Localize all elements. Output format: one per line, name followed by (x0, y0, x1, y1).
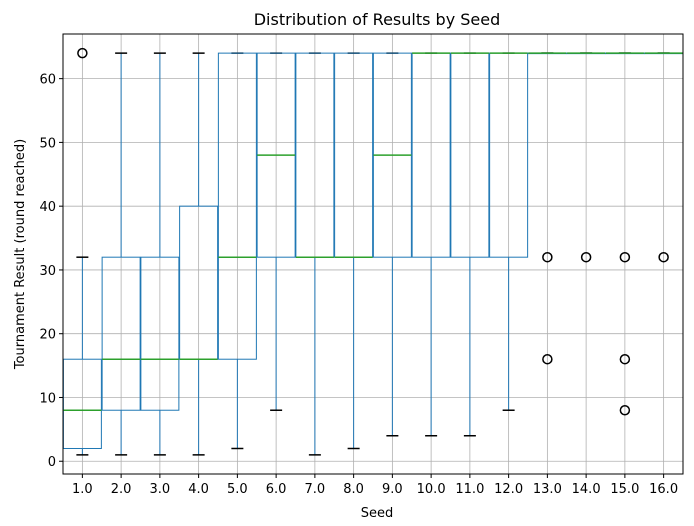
x-tick-label: 9.0 (382, 482, 403, 497)
box-series (62, 47, 684, 456)
box-seed-15.0 (605, 52, 645, 416)
box-seed-14.0 (566, 52, 606, 263)
chart-title: Distribution of Results by Seed (254, 10, 501, 29)
box-seed-11.0 (450, 52, 490, 437)
box-seed-12.0 (489, 52, 529, 411)
y-tick-label: 60 (39, 73, 56, 88)
box-seed-10.0 (411, 52, 451, 437)
box-seed-9.0 (372, 52, 412, 437)
box-seed-6.0 (256, 52, 296, 411)
x-axis-label: Seed (361, 506, 394, 521)
x-tick-label: 1.0 (72, 482, 93, 497)
y-tick-label: 30 (39, 264, 56, 279)
plot-area-frame (62, 33, 684, 475)
box-seed-7.0 (295, 52, 335, 456)
outlier-point (542, 251, 553, 263)
y-tick-label: 0 (48, 455, 56, 470)
x-tick-label: 8.0 (343, 482, 364, 497)
y-tick-label: 40 (39, 200, 56, 215)
box-seed-8.0 (334, 52, 374, 450)
y-tick-label: 50 (39, 136, 56, 151)
x-tick-label: 6.0 (266, 482, 287, 497)
box-seed-3.0 (140, 52, 180, 456)
iqr-box (140, 256, 180, 411)
outlier-point (619, 353, 631, 365)
x-tick-label: 7.0 (305, 482, 326, 497)
iqr-box (217, 52, 257, 360)
x-tick-label: 10.0 (417, 482, 446, 497)
x-tick-label: 13.0 (533, 482, 562, 497)
y-axis: 0 10 20 30 40 50 60 (39, 73, 63, 470)
x-tick-label: 11.0 (455, 482, 484, 497)
outlier-point (619, 404, 631, 416)
box-seed-2.0 (101, 52, 141, 456)
box-seed-13.0 (527, 52, 567, 365)
x-tick-label: 14.0 (572, 482, 601, 497)
outlier-point (580, 251, 592, 263)
x-axis: 1.0 2.0 3.0 4.0 5.0 6.0 7.0 8.0 9.0 10.0 11.0 12.0 1… (72, 474, 678, 497)
outlier-point (619, 251, 631, 263)
y-tick-label: 20 (39, 328, 56, 343)
x-tick-label: 12.0 (494, 482, 523, 497)
box-seed-4.0 (179, 52, 219, 456)
x-tick-label: 15.0 (610, 482, 639, 497)
iqr-box (101, 256, 141, 411)
outlier-point (77, 47, 88, 59)
x-tick-label: 2.0 (111, 482, 132, 497)
y-tick-label: 10 (39, 391, 56, 406)
x-tick-label: 3.0 (150, 482, 171, 497)
outlier-point (658, 251, 669, 263)
x-tick-label: 4.0 (188, 482, 209, 497)
outlier-point (542, 353, 553, 365)
y-axis-label: Tournament Result (round reached) (13, 139, 28, 370)
x-tick-label: 5.0 (227, 482, 248, 497)
x-tick-label: 16.0 (649, 482, 678, 497)
box-seed-5.0 (217, 52, 257, 450)
